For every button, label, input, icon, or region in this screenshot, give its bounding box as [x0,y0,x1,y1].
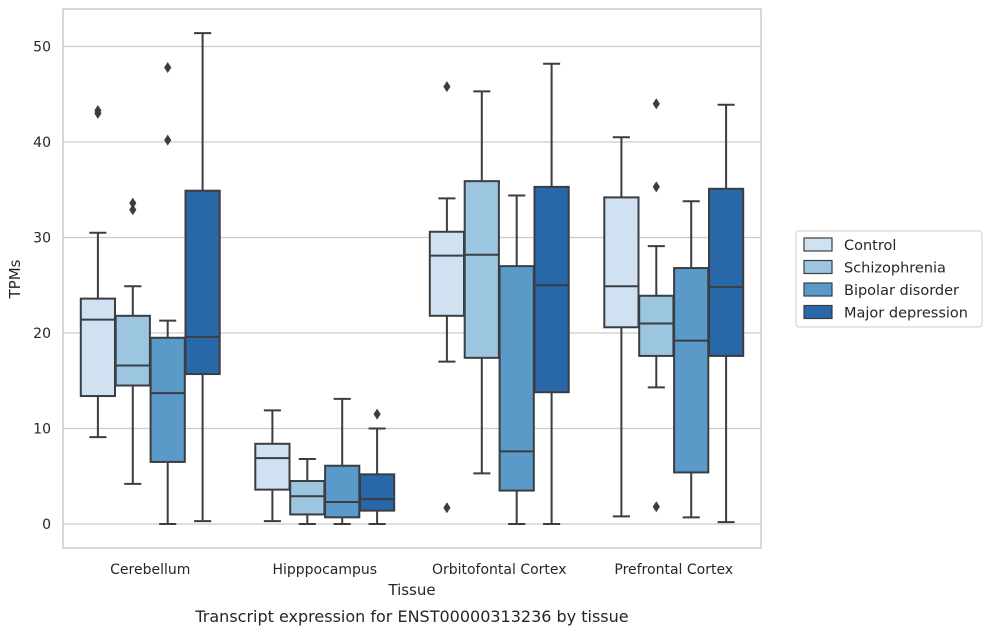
box-major-depression [358,408,396,525]
box-control [254,409,291,523]
y-tick-label: 50 [33,40,51,56]
legend-frame [795,230,983,328]
x-tick-label: Prefrontal Cortex [614,562,733,578]
box-iqr [289,480,326,516]
box-iqr [707,187,745,357]
y-tick-labels: 0 10 20 30 40 50 [33,40,51,534]
outlier-point [164,134,172,146]
legend-swatch [803,259,833,275]
x-tick-labels: Cerebellum Hipppocampus Orbitofontal Corte… [110,562,733,578]
outlier-point [652,98,660,110]
outlier-point [129,204,137,216]
outlier-point [443,81,451,93]
box-bipolar-disorder [498,194,535,525]
box-iqr [533,185,570,394]
x-tick-label: Cerebellum [110,562,190,578]
box-schizophrenia [114,197,151,485]
outlier-point [652,181,660,193]
box-iqr [149,336,186,463]
y-tick-label: 40 [33,135,51,151]
box-iqr [184,189,221,376]
legend-label: Schizophrenia [844,261,946,277]
outlier-point [164,62,172,74]
box-schizophrenia [638,98,675,513]
box-schizophrenia [463,90,500,475]
box-iqr [114,314,151,387]
legend-swatch [803,304,833,320]
y-tick-label: 10 [33,422,51,438]
outlier-point [443,502,451,514]
box-major-depression [184,32,221,523]
box-control [428,81,466,514]
legend-label: Major depression [844,306,968,322]
y-axis-label: TPMs [6,259,24,299]
box-iqr [358,473,396,512]
box-control [79,104,117,439]
box-bipolar-disorder [324,397,361,525]
x-axis-label: Tissue [387,581,435,599]
box-bipolar-disorder [149,62,186,525]
legend-swatch [803,282,833,297]
legend-label: Bipolar disorder [844,283,959,299]
plot-frame [62,8,762,549]
box-major-depression [707,103,745,524]
legend: Control Schizophrenia Bipolar disorder Majo… [795,230,983,328]
legend-swatch [803,237,833,252]
box-control [603,136,640,518]
x-tick-label: Hipppocampus [272,562,377,578]
y-tick-label: 20 [33,326,51,342]
box-iqr [638,294,675,357]
box-iqr [498,265,535,492]
box-iqr [603,196,640,329]
outlier-point [129,197,137,209]
chart-caption: Transcript expression for ENST0000031323… [194,607,628,626]
box-iqr [673,267,710,474]
outlier-point [94,104,102,116]
box-major-depression [533,62,570,525]
x-tick-label: Orbitofontal Cortex [432,562,567,578]
box-groups [79,32,745,525]
y-tick-label: 30 [33,231,51,247]
box-iqr [463,180,500,359]
box-iqr [79,297,117,398]
box-iqr [324,464,361,519]
y-tick-label: 0 [42,517,51,533]
outlier-point [652,501,660,513]
legend-label: Control [844,238,896,254]
box-bipolar-disorder [673,200,710,519]
box-iqr [428,230,466,317]
box-schizophrenia [289,458,326,525]
box-iqr [254,442,291,491]
outlier-point [373,408,381,420]
